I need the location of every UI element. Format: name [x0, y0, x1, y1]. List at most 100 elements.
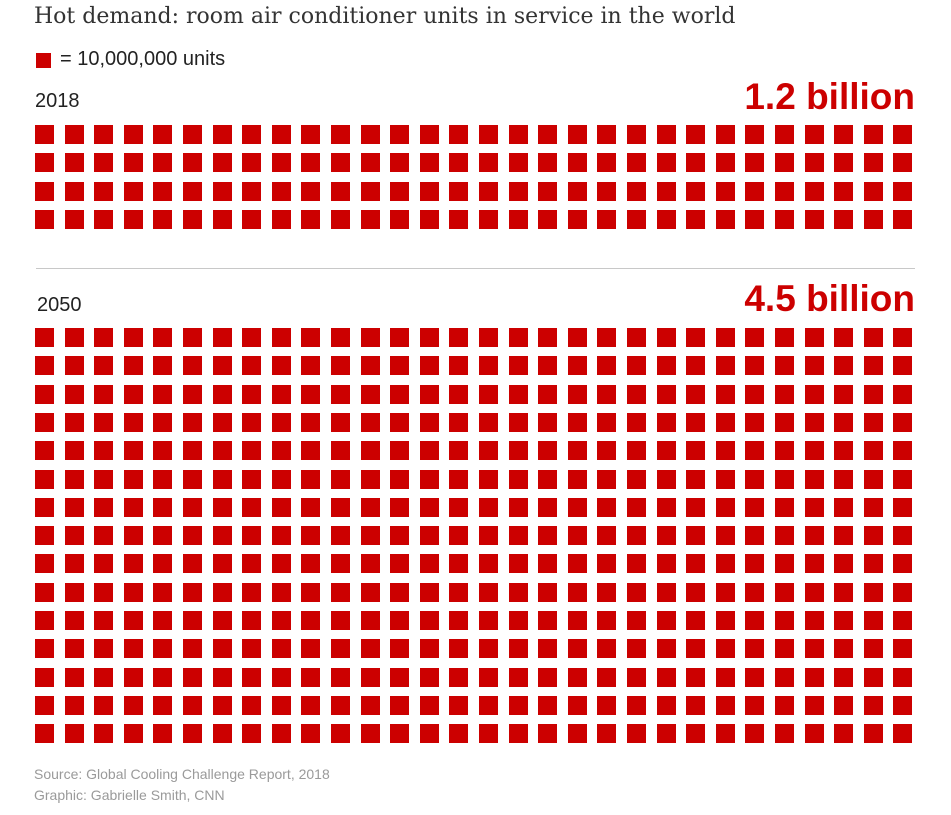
unit-square-2018-92	[65, 210, 84, 229]
unit-square-2018-42	[361, 153, 380, 172]
unit-square-2050-202	[657, 498, 676, 517]
unit-square-2050-361	[35, 668, 54, 687]
unit-square-2018-74	[420, 182, 439, 201]
unit-square-2050-60	[893, 356, 912, 375]
unit-square-2050-256	[479, 554, 498, 573]
unit-square-2050-247	[213, 554, 232, 573]
unit-square-2018-106	[479, 210, 498, 229]
unit-square-2050-442	[657, 724, 676, 743]
unit-square-2050-176	[775, 470, 794, 489]
unit-square-2050-231	[627, 526, 646, 545]
unit-square-2050-238	[834, 526, 853, 545]
unit-square-2050-64	[124, 385, 143, 404]
unit-square-2050-368	[242, 668, 261, 687]
unit-square-2018-13	[390, 125, 409, 144]
unit-square-2050-229	[568, 526, 587, 545]
unit-square-2050-151	[35, 470, 54, 489]
unit-square-2050-55	[745, 356, 764, 375]
unit-square-2050-428	[242, 724, 261, 743]
unit-square-2050-195	[449, 498, 468, 517]
unit-square-2018-65	[153, 182, 172, 201]
unit-square-2050-268	[834, 554, 853, 573]
unit-square-2018-1	[35, 125, 54, 144]
unit-square-2050-273	[94, 583, 113, 602]
unit-square-2050-108	[538, 413, 557, 432]
unit-square-2018-71	[331, 182, 350, 201]
unit-square-2050-6	[183, 328, 202, 347]
unit-square-2050-287	[509, 583, 528, 602]
unit-square-2050-216	[183, 526, 202, 545]
unit-square-2050-17	[509, 328, 528, 347]
unit-square-2050-67	[213, 385, 232, 404]
unit-square-2018-44	[420, 153, 439, 172]
unit-square-2018-86	[775, 182, 794, 201]
unit-square-2050-121	[35, 441, 54, 460]
unit-square-2018-5	[153, 125, 172, 144]
unit-square-2050-250	[301, 554, 320, 573]
year-label-2050: 2050	[37, 294, 82, 316]
unit-square-2050-140	[597, 441, 616, 460]
unit-square-2050-252	[361, 554, 380, 573]
unit-square-2050-295	[745, 583, 764, 602]
unit-square-2050-446	[775, 724, 794, 743]
unit-square-2050-366	[183, 668, 202, 687]
unit-square-2050-271	[35, 583, 54, 602]
unit-square-2050-406	[479, 696, 498, 715]
unit-square-2050-175	[745, 470, 764, 489]
unit-square-2018-114	[716, 210, 735, 229]
unit-square-2050-236	[775, 526, 794, 545]
unit-square-2050-101	[331, 413, 350, 432]
unit-square-2050-293	[686, 583, 705, 602]
unit-square-2050-88	[834, 385, 853, 404]
unit-square-2050-86	[775, 385, 794, 404]
unit-square-2018-98	[242, 210, 261, 229]
unit-square-2050-183	[94, 498, 113, 517]
unit-square-2018-88	[834, 182, 853, 201]
unit-square-2050-126	[183, 441, 202, 460]
unit-square-2018-117	[805, 210, 824, 229]
unit-square-2050-20	[597, 328, 616, 347]
unit-square-2018-32	[65, 153, 84, 172]
unit-square-2050-279	[272, 583, 291, 602]
unit-square-2018-96	[183, 210, 202, 229]
unit-square-2018-18	[538, 125, 557, 144]
unit-square-2050-276	[183, 583, 202, 602]
unit-square-2050-263	[686, 554, 705, 573]
unit-square-2050-53	[686, 356, 705, 375]
unit-square-2050-281	[331, 583, 350, 602]
unit-square-2018-116	[775, 210, 794, 229]
unit-square-2050-1	[35, 328, 54, 347]
unit-square-2050-220	[301, 526, 320, 545]
unit-square-2050-221	[331, 526, 350, 545]
unit-square-2050-378	[538, 668, 557, 687]
unit-square-2018-94	[124, 210, 143, 229]
unit-square-2018-19	[568, 125, 587, 144]
unit-square-2050-149	[864, 441, 883, 460]
unit-square-2050-277	[213, 583, 232, 602]
unit-square-2050-50	[597, 356, 616, 375]
unit-square-2050-419	[864, 696, 883, 715]
unit-square-2018-37	[213, 153, 232, 172]
unit-square-2018-16	[479, 125, 498, 144]
unit-square-2050-29	[864, 328, 883, 347]
unit-square-2018-108	[538, 210, 557, 229]
unit-square-2050-134	[420, 441, 439, 460]
unit-square-2050-249	[272, 554, 291, 573]
unit-square-2050-184	[124, 498, 143, 517]
unit-square-2018-58	[834, 153, 853, 172]
unit-square-2050-54	[716, 356, 735, 375]
unit-square-2050-359	[864, 639, 883, 658]
unit-square-2050-61	[35, 385, 54, 404]
unit-square-2050-52	[657, 356, 676, 375]
unit-square-2050-23	[686, 328, 705, 347]
unit-square-2050-173	[686, 470, 705, 489]
unit-square-2050-369	[272, 668, 291, 687]
unit-square-2050-164	[420, 470, 439, 489]
unit-square-2050-204	[716, 498, 735, 517]
unit-square-2050-396	[183, 696, 202, 715]
unit-square-2050-447	[805, 724, 824, 743]
unit-square-2050-395	[153, 696, 172, 715]
unit-square-2050-303	[94, 611, 113, 630]
unit-square-2050-103	[390, 413, 409, 432]
unit-square-2050-438	[538, 724, 557, 743]
